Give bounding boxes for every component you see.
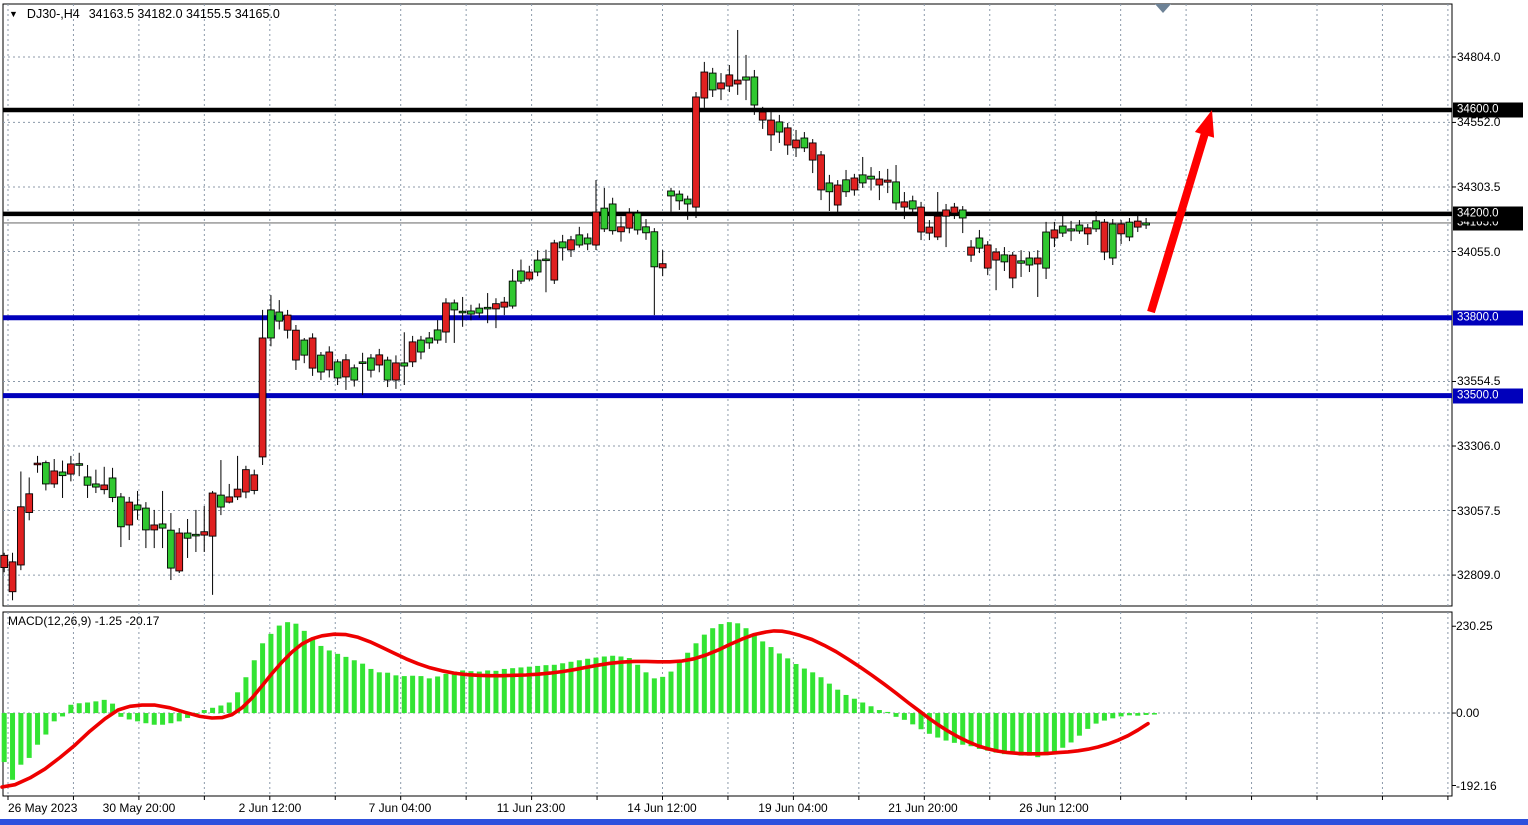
macd-tick-label: 230.25 bbox=[1456, 619, 1493, 634]
axis-ticks bbox=[7, 56, 1456, 800]
trend-arrow[interactable] bbox=[1147, 110, 1215, 314]
macd-tick-label: -192.16 bbox=[1456, 778, 1497, 793]
window-bottom-strip bbox=[0, 819, 1528, 825]
time-tick-label: 7 Jun 04:00 bbox=[368, 801, 432, 815]
price-level-label-34600-0: 34600.0 bbox=[1453, 102, 1523, 118]
grid bbox=[3, 4, 1452, 796]
macd-signal-line bbox=[0, 629, 1150, 789]
price-level-label-33800-0: 33800.0 bbox=[1453, 310, 1523, 326]
price-tick-label: 34552.0 bbox=[1457, 115, 1501, 130]
price-tick-label: 34303.5 bbox=[1457, 179, 1501, 194]
macd-tick-label: 0.00 bbox=[1456, 706, 1480, 721]
chart-title: ▼ DJ30-,H4 34163.5 34182.0 34155.5 34165… bbox=[9, 7, 280, 21]
price-tick-label: 33306.0 bbox=[1457, 439, 1501, 454]
price-tick-label: 33554.5 bbox=[1457, 374, 1501, 389]
time-tick-label: 26 Jun 12:00 bbox=[1019, 801, 1089, 815]
price-tick-label: 34055.0 bbox=[1457, 244, 1501, 259]
ohlc-quote-label: 34163.5 34182.0 34155.5 34165.0 bbox=[88, 7, 280, 21]
time-tick-label: 19 Jun 04:00 bbox=[758, 801, 828, 815]
price-tick-label: 33057.5 bbox=[1457, 503, 1501, 518]
price-level-label-34200-0: 34200.0 bbox=[1453, 206, 1523, 222]
time-tick-label: 11 Jun 23:00 bbox=[496, 801, 566, 815]
candles-group bbox=[0, 29, 1150, 601]
time-tick-label: 30 May 20:00 bbox=[102, 801, 176, 815]
price-level-label-33500-0: 33500.0 bbox=[1453, 388, 1523, 404]
time-tick-label: 2 Jun 12:00 bbox=[238, 801, 302, 815]
horizontal-level-lines[interactable] bbox=[3, 107, 1452, 399]
macd-indicator-label: MACD(12,26,9) -1.25 -20.17 bbox=[8, 614, 160, 628]
price-tick-label: 34804.0 bbox=[1457, 49, 1501, 64]
chart-shift-marker-icon bbox=[1155, 4, 1171, 13]
symbol-period-label: DJ30-,H4 bbox=[26, 7, 80, 21]
time-tick-label: 21 Jun 20:00 bbox=[888, 801, 958, 815]
symbol-dropdown-icon[interactable]: ▼ bbox=[9, 9, 18, 19]
price-tick-label: 32809.0 bbox=[1457, 568, 1501, 583]
macd-histogram bbox=[1, 622, 1157, 780]
time-tick-label: 14 Jun 12:00 bbox=[627, 801, 697, 815]
time-tick-label: 26 May 2023 bbox=[8, 801, 78, 815]
